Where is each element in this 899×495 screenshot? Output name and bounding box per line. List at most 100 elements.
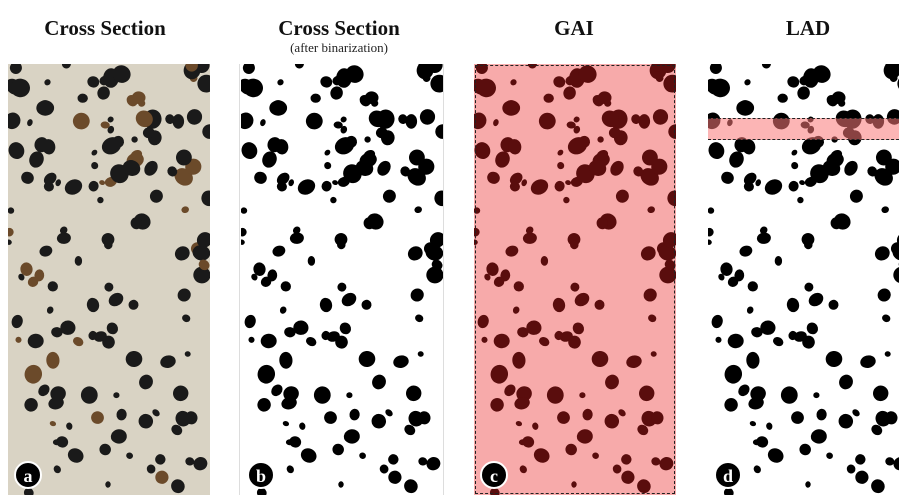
aggregate-particle <box>97 196 104 204</box>
aggregate-particle <box>15 336 22 343</box>
aggregate-particle <box>563 196 570 204</box>
aggregate-particle <box>165 114 175 124</box>
aggregate-particle <box>86 297 100 313</box>
aggregate-particle <box>557 149 564 156</box>
aggregate-particle <box>804 282 814 292</box>
aggregate-particle <box>271 100 286 115</box>
aggregate-particle <box>715 336 722 343</box>
aggregate-particle <box>243 78 263 98</box>
aggregate-particle <box>553 76 566 88</box>
aggregate-particle <box>756 232 771 244</box>
aggregate-particle <box>708 207 715 214</box>
aggregate-particle <box>344 429 360 444</box>
aggregate-particle <box>787 76 800 88</box>
aggregate-particle <box>46 351 60 369</box>
lad-highlight-strip <box>708 118 899 140</box>
aggregate-particle <box>102 335 115 349</box>
aggregate-particle <box>801 137 822 155</box>
aggregate-particle <box>804 240 813 250</box>
aggregate-particle <box>23 487 34 495</box>
aggregate-particle <box>738 384 750 397</box>
aggregate-particle <box>874 246 890 261</box>
aggregate-particle <box>721 171 734 184</box>
aggregate-particle <box>519 465 527 474</box>
aggregate-particle <box>101 137 122 155</box>
aggregate-particle <box>407 246 423 261</box>
aggregate-particle <box>894 64 899 74</box>
aggregate-particle <box>405 385 422 402</box>
aggregate-particle <box>160 355 176 369</box>
aggregate-particle <box>557 411 570 424</box>
aggregate-particle <box>572 322 585 335</box>
aggregate-particle <box>260 276 272 287</box>
aggregate-particle <box>486 262 499 276</box>
aggregate-particle <box>743 181 754 192</box>
aggregate-particle <box>300 448 317 463</box>
aggregate-particle <box>490 398 504 412</box>
aggregate-particle <box>651 411 664 425</box>
aggregate-particle <box>27 276 39 287</box>
aggregate-particle <box>751 327 763 338</box>
aggregate-particle <box>871 424 883 436</box>
aggregate-particle <box>417 351 424 357</box>
aggregate-particle <box>597 136 604 143</box>
aggregate-particle <box>330 196 337 204</box>
title-b: Cross Section <box>278 16 400 40</box>
aggregate-particle <box>107 116 114 123</box>
badge-d: d <box>714 461 742 489</box>
aggregate-particle <box>877 288 891 302</box>
aggregate-particle <box>80 386 98 404</box>
aggregate-particle <box>244 314 256 329</box>
aggregate-particle <box>723 487 734 495</box>
aggregate-particle <box>299 422 306 430</box>
aggregate-particle <box>116 408 127 421</box>
aggregate-particle <box>738 100 753 115</box>
aggregate-particle <box>64 179 83 195</box>
aggregate-particle <box>839 374 853 390</box>
aggregate-particle <box>337 240 346 250</box>
aggregate-particle <box>808 292 824 307</box>
aggregate-particle <box>567 137 588 155</box>
aggregate-particle <box>571 481 577 488</box>
aggregate-particle <box>359 95 371 107</box>
aggregate-particle <box>435 124 443 139</box>
aggregate-particle <box>637 424 649 436</box>
aggregate-particle <box>414 206 422 214</box>
aggregate-particle <box>522 436 535 448</box>
aggregate-particle <box>382 189 396 203</box>
aggregate-particle <box>364 136 371 143</box>
aggregate-particle <box>592 452 599 459</box>
aggregate-particle <box>647 206 655 214</box>
aggregate-particle <box>60 320 76 335</box>
aggregate-particle <box>563 86 576 100</box>
aggregate-particle <box>202 124 210 139</box>
panel-c-gai: c <box>474 64 676 495</box>
aggregate-particle <box>893 457 899 471</box>
aggregate-particle <box>155 470 169 484</box>
aggregate-particle <box>46 306 54 314</box>
aggregate-particle <box>708 142 725 160</box>
badge-a: a <box>14 461 42 489</box>
aggregate-particle <box>345 65 364 83</box>
aggregate-particle <box>615 189 629 203</box>
aggregate-particle <box>760 320 776 335</box>
aggregate-particle <box>515 421 523 427</box>
aggregate-particle <box>262 151 277 168</box>
aggregate-particle <box>126 95 138 107</box>
aggregate-particle <box>361 299 372 310</box>
aggregate-particle <box>142 127 155 139</box>
aggregate-particle <box>708 227 714 237</box>
aggregate-particle <box>565 443 577 456</box>
aggregate-particle <box>241 207 248 214</box>
aggregate-particle <box>513 281 524 292</box>
aggregate-particle <box>659 457 674 471</box>
aggregate-particle <box>746 306 754 314</box>
aggregate-particle <box>319 297 333 313</box>
aggregate-particle <box>780 386 798 404</box>
aggregate-particle <box>340 116 347 123</box>
aggregate-particle <box>826 95 838 107</box>
aggregate-particle <box>198 259 210 271</box>
aggregate-particle <box>377 160 391 176</box>
aggregate-particle <box>43 181 54 192</box>
aggregate-particle <box>111 429 127 444</box>
